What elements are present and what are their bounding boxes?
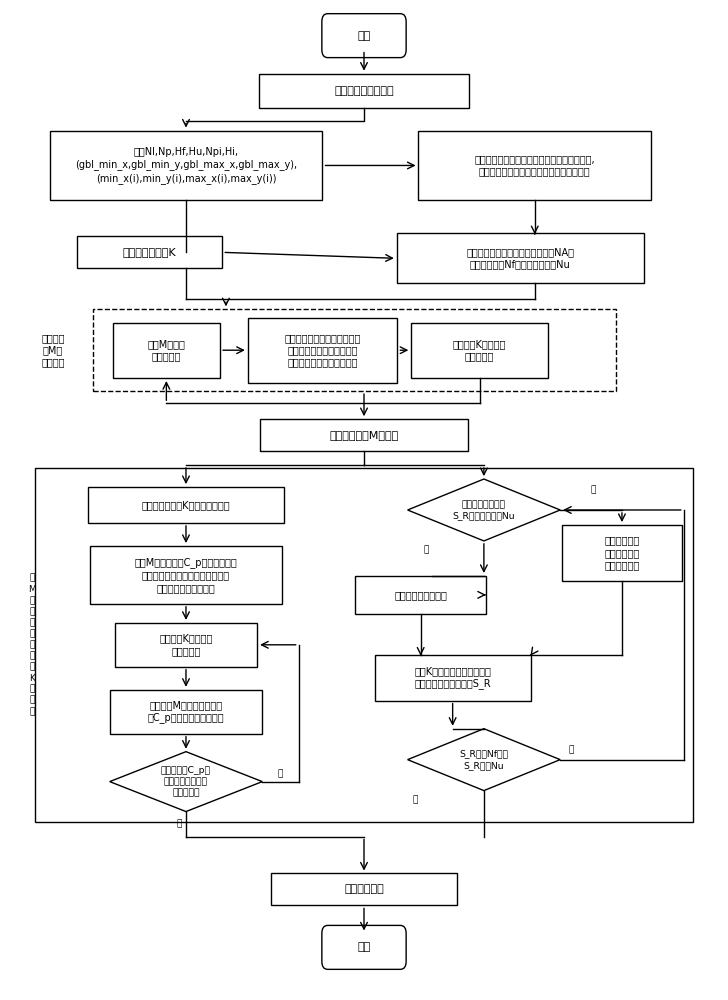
FancyBboxPatch shape [50,131,323,200]
Text: 用四元组表示M个类簇: 用四元组表示M个类簇 [329,430,399,440]
Text: 计算理想负载均衡状态下负载阈值NA、
负载阈值下限Nf、负载阈值上限Nu: 计算理想负载均衡状态下负载阈值NA、 负载阈值下限Nf、负载阈值上限Nu [466,247,574,270]
Polygon shape [408,479,560,541]
Text: 统计Nl,Np,Hf,Hu,Npi,Hi,
(gbl_min_x,gbl_min_y,gbl_max_x,gbl_max_y),
(min_x(i),min_y: 统计Nl,Np,Hf,Hu,Npi,Hi, (gbl_min_x,gbl_min… [75,147,297,184]
Text: 并行计算节点数K: 并行计算节点数K [123,247,176,257]
Polygon shape [110,752,262,812]
FancyBboxPatch shape [272,873,456,905]
Text: 保存划分数据: 保存划分数据 [344,884,384,894]
Text: 计算每条等高线数据最小外包矩形中心点坐标,
并用具有高程信息的中心点要素表示线要素: 计算每条等高线数据最小外包矩形中心点坐标, 并用具有高程信息的中心点要素表示线要… [475,154,595,177]
Text: 计算M个四元组中C_p到聚类中心点
的距离，把四元组归入到距离聚类
中心距离最短的聚类中: 计算M个四元组中C_p到聚类中心点 的距离，把四元组归入到距离聚类 中心距离最短… [135,557,237,593]
Text: S_R大于Nf并且
S_R小于Nu: S_R大于Nf并且 S_R小于Nu [459,750,508,770]
Text: 重新计算K个类簇的
中心点坐标: 重新计算K个类簇的 中心点坐标 [159,634,213,656]
FancyBboxPatch shape [115,623,257,667]
Text: 是: 是 [590,486,596,495]
FancyBboxPatch shape [411,323,548,378]
Text: 重新计算M个四元组中点要
素C_p到聚类中心点的距离: 重新计算M个四元组中点要 素C_p到聚类中心点的距离 [148,700,224,723]
Text: 选取M个初始
聚类中心点: 选取M个初始 聚类中心点 [148,339,186,361]
Text: 四元组所属类簇不变: 四元组所属类簇不变 [395,590,447,600]
Text: 四元组归入距
离最近的中心
点所在类簇中: 四元组归入距 离最近的中心 点所在类簇中 [604,536,640,570]
FancyBboxPatch shape [261,419,467,451]
FancyBboxPatch shape [562,525,682,581]
FancyBboxPatch shape [113,323,220,378]
Text: 开始: 开始 [357,31,371,41]
Text: 统计K个类簇中点要素对应的
等高线包含的点数之和S_R: 统计K个类簇中点要素对应的 等高线包含的点数之和S_R [414,666,491,689]
Text: 结束: 结束 [357,942,371,952]
FancyBboxPatch shape [419,131,651,200]
Text: 四元组中点C_p到
所属类簇中心点距
离是否最小: 四元组中点C_p到 所属类簇中心点距 离是否最小 [161,766,211,797]
FancyBboxPatch shape [322,925,406,969]
Text: 否: 否 [423,545,429,554]
Text: 是: 是 [176,819,181,828]
Text: 否: 否 [278,769,283,778]
FancyBboxPatch shape [248,318,397,383]
FancyBboxPatch shape [258,74,470,108]
Text: 计算所有点要素到聚类中心点
的距离，并把点归入到距离
聚类中心距离最短的聚类中: 计算所有点要素到聚类中心点 的距离，并把点归入到距离 聚类中心距离最短的聚类中 [285,333,361,368]
Text: 从四元组中选择K个初始聚类中心: 从四元组中选择K个初始聚类中心 [142,500,230,510]
Polygon shape [408,729,560,791]
FancyBboxPatch shape [397,233,644,283]
FancyBboxPatch shape [322,14,406,58]
Text: 重新计算K个类簇的
中心点坐标: 重新计算K个类簇的 中心点坐标 [453,339,506,361]
FancyBboxPatch shape [90,546,282,604]
Text: 读取矢量等高线数据: 读取矢量等高线数据 [334,86,394,96]
Text: 把点聚类
为M个
初始类簇: 把点聚类 为M个 初始类簇 [41,333,65,368]
FancyBboxPatch shape [374,655,531,701]
Text: 是: 是 [569,745,574,754]
Text: 把
M
个
四
元
组
聚
类
为
K
个
类
簇: 把 M 个 四 元 组 聚 类 为 K 个 类 簇 [28,574,36,716]
FancyBboxPatch shape [110,690,262,734]
FancyBboxPatch shape [355,576,486,614]
FancyBboxPatch shape [88,487,284,523]
Text: 四元组所属类簇中
S_R是否大于上限Nu: 四元组所属类簇中 S_R是否大于上限Nu [453,500,515,520]
Text: 否: 否 [412,795,418,804]
FancyBboxPatch shape [77,236,222,268]
